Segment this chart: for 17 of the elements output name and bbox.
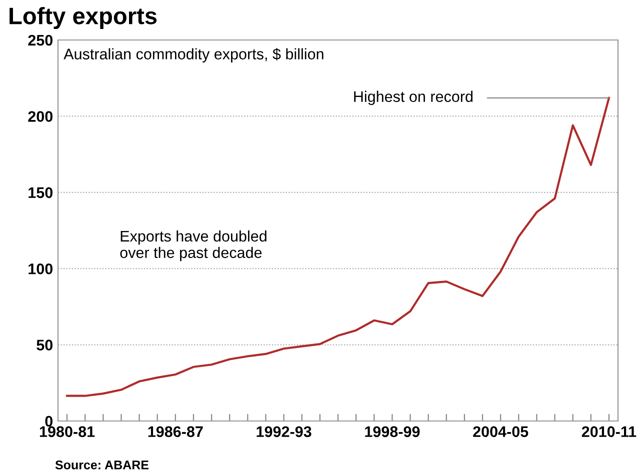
y-tick-label: 0	[45, 416, 53, 427]
x-tick-label: 2010-11	[582, 426, 636, 438]
x-tick-label: 1986-87	[148, 426, 203, 438]
chart-title: Lofty exports	[10, 6, 157, 30]
y-tick-label: 200	[28, 111, 53, 122]
y-tick-label: 100	[28, 263, 53, 274]
x-tick-label: 1998-99	[365, 426, 420, 438]
y-tick-label: 150	[28, 187, 53, 198]
annotation: Highest on record	[354, 90, 473, 106]
y-tick-label: 250	[28, 34, 53, 46]
x-tick-label: 1992-93	[256, 426, 312, 438]
x-tick-label: 1980-81	[40, 426, 95, 438]
source-note: Source: ABARE	[55, 460, 148, 470]
y-tick-label: 50	[36, 340, 53, 350]
x-tick-label: 2004-05	[473, 426, 528, 438]
annotation: Exports have doubled over the past decade	[120, 230, 266, 262]
chart-subtitle: Australian commodity exports, $ billion	[64, 48, 324, 62]
